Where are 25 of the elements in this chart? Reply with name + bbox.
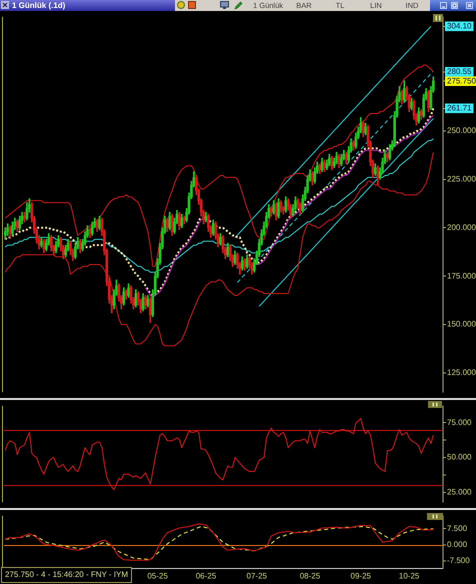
y-tick-label: 280.55 [447,67,472,76]
y-tick-label: 50.000 [447,452,472,462]
y-tick-label: 150.000 [447,320,476,329]
x-tick-label: 05-25 [147,571,168,580]
y-tick-label: 261.71 [447,104,472,113]
y-tick-label: 200.000 [447,222,476,232]
y-tick-label: 175.000 [447,271,476,280]
y-tick-label: 250.000 [447,126,476,136]
x-tick-label: 09-25 [350,571,372,580]
x-tick-label: 06-25 [196,571,217,580]
y-tick-label: 125.000 [447,368,476,378]
text: 275.750 - 4 - 15:46:20 - FNY - IYM [5,570,128,579]
y-tick-label: 225.000 [447,174,476,184]
x-tick-label: 07-25 [246,571,268,580]
y-tick-label: 0.000 [447,540,468,549]
y-tick-label: 7.500 [447,524,468,533]
y-tick-label: 25.000 [447,488,472,497]
line-series [236,70,434,283]
y-tick-label: 275.750 [447,76,476,86]
x-tick-label: 10-25 [398,571,420,580]
y-tick-label: 75.000 [447,418,472,427]
y-tick-label: 304.10 [447,21,472,30]
x-tick-label: 08-25 [300,571,321,580]
y-tick-label: -7.500 [447,556,470,566]
chart-title: 1 Günlük (.1d) [12,1,66,10]
